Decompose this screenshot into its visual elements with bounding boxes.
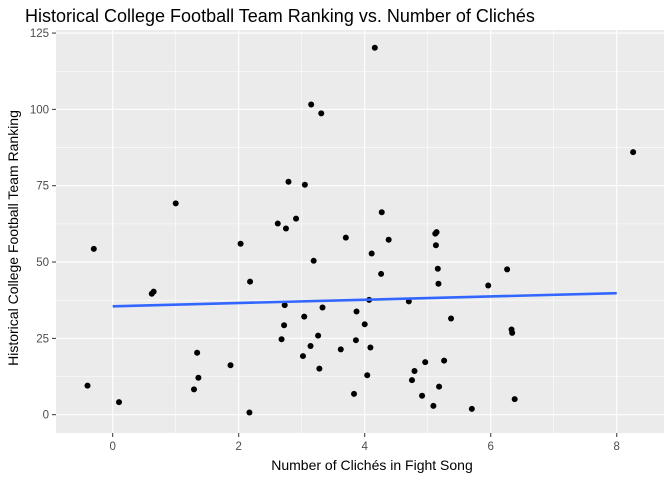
data-point bbox=[468, 405, 475, 412]
data-point bbox=[116, 399, 123, 406]
trend-line-group bbox=[112, 291, 617, 308]
x-tick-label: 4 bbox=[362, 441, 369, 453]
data-point bbox=[352, 337, 359, 344]
data-point bbox=[281, 302, 288, 309]
y-tick-label: 100 bbox=[30, 104, 49, 116]
x-axis-title: Number of Clichés in Fight Song bbox=[271, 457, 473, 473]
data-point bbox=[378, 209, 385, 216]
data-point bbox=[361, 321, 368, 328]
data-point bbox=[509, 329, 516, 336]
y-tick-label: 125 bbox=[30, 28, 49, 40]
data-point bbox=[315, 332, 322, 339]
y-tick-label: 0 bbox=[43, 410, 49, 422]
x-tick-label: 2 bbox=[236, 441, 242, 453]
data-point bbox=[408, 377, 415, 384]
data-point bbox=[430, 402, 437, 409]
data-point bbox=[190, 386, 197, 393]
data-point bbox=[84, 382, 91, 389]
data-point bbox=[485, 282, 492, 289]
data-point bbox=[433, 229, 440, 236]
x-tick-label: 6 bbox=[488, 441, 494, 453]
data-point bbox=[342, 234, 349, 241]
data-point bbox=[511, 396, 518, 403]
x-tick-label: 8 bbox=[614, 441, 620, 453]
data-point bbox=[378, 270, 385, 277]
plot-panel bbox=[56, 30, 664, 433]
trend-line bbox=[112, 291, 617, 308]
data-point bbox=[172, 200, 179, 207]
data-point bbox=[432, 242, 439, 249]
data-point bbox=[337, 346, 344, 353]
data-point bbox=[310, 257, 317, 264]
y-tick-label: 25 bbox=[36, 333, 49, 345]
grid-major bbox=[56, 30, 664, 433]
data-point bbox=[237, 240, 244, 247]
data-point bbox=[385, 236, 392, 243]
x-tick-label: 0 bbox=[110, 441, 116, 453]
data-point bbox=[434, 265, 441, 272]
data-point bbox=[90, 245, 97, 252]
x-axis-ticks: 0 2 4 6 8 bbox=[110, 433, 620, 453]
data-point bbox=[285, 178, 292, 185]
data-point bbox=[293, 215, 300, 222]
data-point bbox=[353, 308, 360, 315]
data-point bbox=[318, 110, 325, 117]
data-point bbox=[368, 250, 375, 257]
data-point bbox=[246, 409, 253, 416]
data-point bbox=[422, 359, 429, 366]
data-point bbox=[441, 357, 448, 364]
data-point bbox=[247, 278, 254, 285]
data-point bbox=[419, 392, 426, 399]
y-axis-title: Historical College Football Team Ranking bbox=[5, 110, 21, 366]
data-point bbox=[301, 181, 308, 188]
data-point bbox=[364, 372, 371, 379]
data-point bbox=[299, 353, 306, 360]
y-tick-label: 50 bbox=[36, 257, 49, 269]
data-point bbox=[150, 288, 157, 295]
data-point bbox=[411, 368, 418, 375]
data-point bbox=[307, 342, 314, 349]
data-point bbox=[282, 225, 289, 232]
data-points bbox=[84, 44, 637, 416]
data-point bbox=[448, 315, 455, 322]
data-point bbox=[367, 344, 374, 351]
data-point bbox=[278, 336, 285, 343]
data-point bbox=[319, 304, 326, 311]
data-point bbox=[301, 313, 308, 320]
data-point bbox=[436, 383, 443, 390]
data-point bbox=[630, 149, 637, 156]
chart-title: Historical College Football Team Ranking… bbox=[25, 6, 535, 26]
data-point bbox=[274, 220, 281, 227]
data-point bbox=[195, 374, 202, 381]
y-tick-label: 75 bbox=[36, 181, 49, 193]
data-point bbox=[435, 280, 442, 287]
data-point bbox=[308, 101, 315, 108]
y-axis-ticks: 0 25 50 75 100 125 bbox=[30, 28, 56, 422]
data-point bbox=[504, 266, 511, 273]
data-point bbox=[316, 365, 323, 372]
data-point bbox=[351, 390, 358, 397]
data-point bbox=[281, 322, 288, 329]
data-point bbox=[371, 44, 378, 51]
data-point bbox=[194, 349, 201, 356]
data-point bbox=[227, 362, 234, 369]
